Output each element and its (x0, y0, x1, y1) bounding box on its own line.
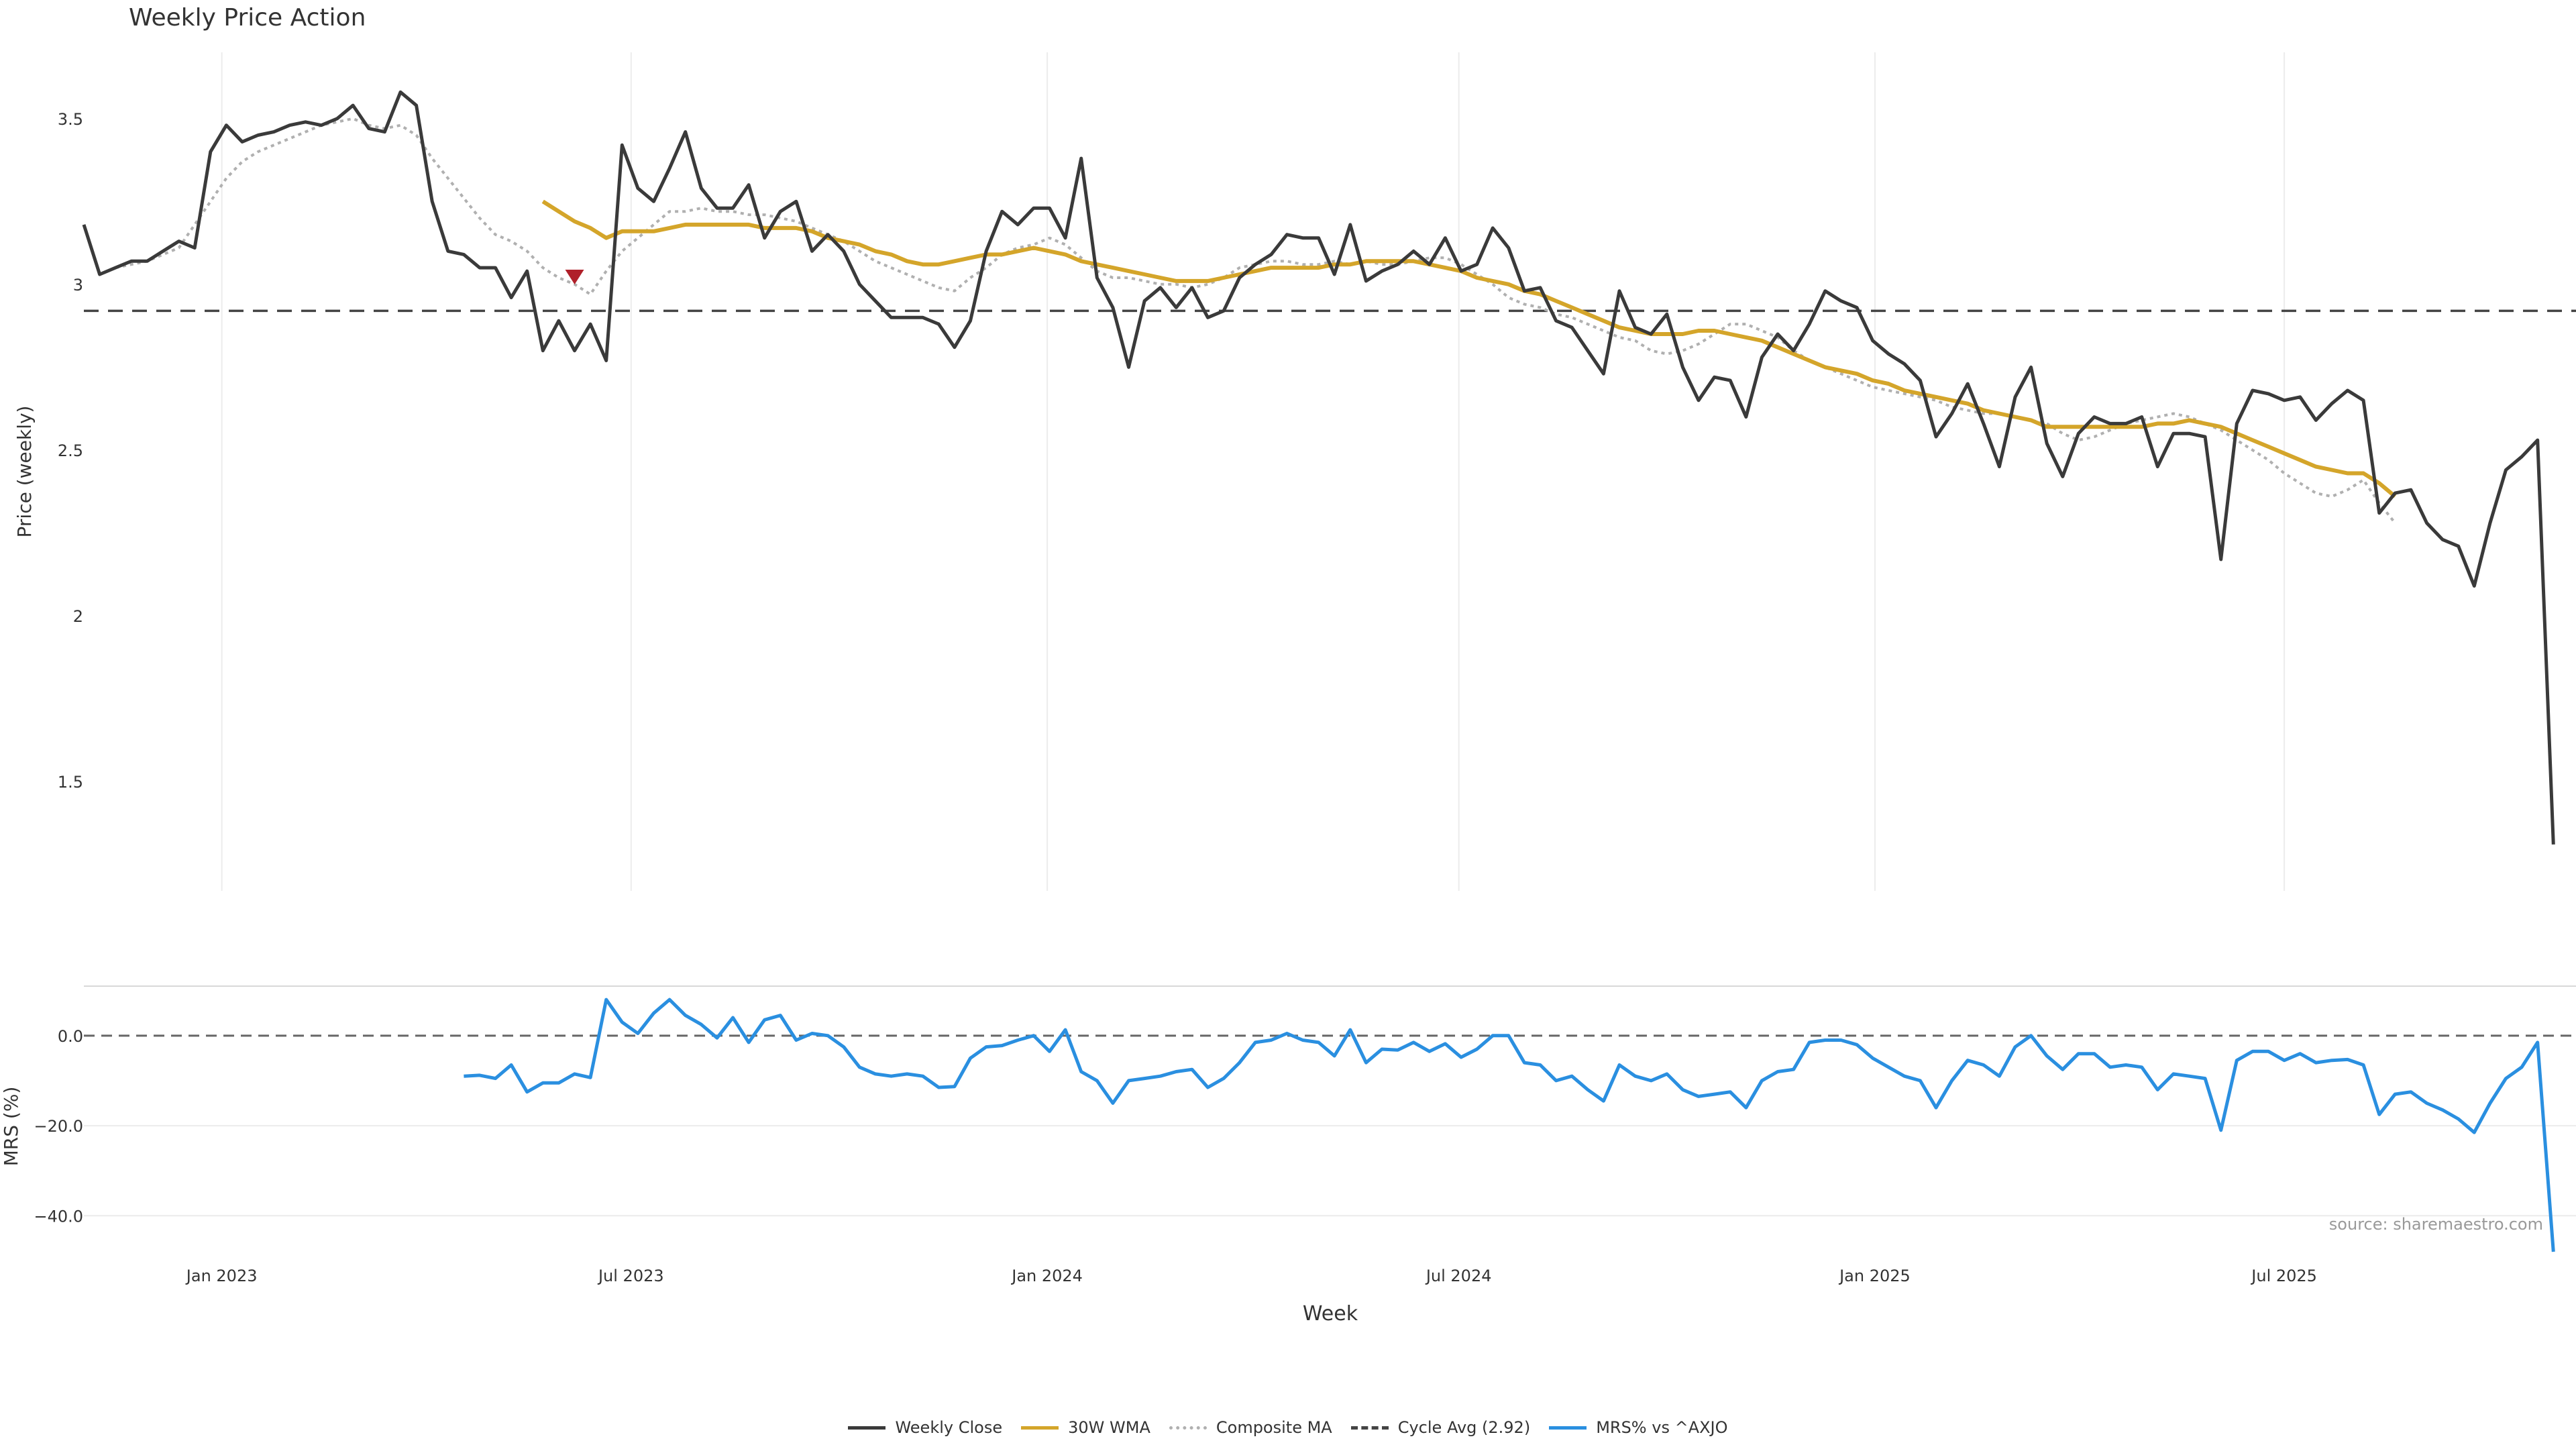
legend-swatch (1021, 1426, 1059, 1430)
legend-label: Weekly Close (895, 1418, 1002, 1437)
legend-label: Cycle Avg (2.92) (1398, 1418, 1530, 1437)
legend-label: MRS% vs ^AXJO (1596, 1418, 1727, 1437)
x-axis-label: Week (1303, 1302, 1358, 1326)
legend-swatch (1169, 1426, 1207, 1430)
price-y-tick-label: 3.5 (58, 110, 83, 129)
price-chart-title: Weekly Price Action (129, 4, 366, 32)
x-tick-label: Jan 2024 (1010, 1267, 1083, 1285)
price-y-tick-label: 3 (73, 276, 83, 294)
legend-label: Composite MA (1216, 1418, 1332, 1437)
x-tick-label: Jul 2025 (2250, 1267, 2317, 1285)
mrs-y-tick-label: −40.0 (34, 1207, 83, 1226)
x-tick-label: Jul 2024 (1425, 1267, 1492, 1285)
x-tick-label: Jan 2025 (1838, 1267, 1911, 1285)
legend-item: MRS% vs ^AXJO (1549, 1418, 1727, 1437)
legend-item: Weekly Close (848, 1418, 1002, 1437)
mrs-y-tick-label: 0.0 (58, 1027, 83, 1046)
legend-item: 30W WMA (1021, 1418, 1150, 1437)
price-y-tick-label: 2 (73, 607, 83, 626)
x-tick-label: Jul 2023 (597, 1267, 664, 1285)
legend-item: Cycle Avg (2.92) (1351, 1418, 1530, 1437)
legend-swatch (1351, 1426, 1389, 1430)
legend-item: Composite MA (1169, 1418, 1332, 1437)
legend-swatch (848, 1426, 885, 1430)
price-axis-label: Price (weekly) (13, 406, 36, 538)
mrs-y-tick-label: −20.0 (34, 1117, 83, 1136)
chart-legend: Weekly Close 30W WMA Composite MA Cycle Avg… (0, 1418, 2576, 1437)
legend-swatch (1549, 1426, 1587, 1430)
legend-label: 30W WMA (1068, 1418, 1150, 1437)
source-note: source: sharemaestro.com (2329, 1215, 2543, 1234)
x-tick-label: Jan 2023 (185, 1267, 258, 1285)
price-y-tick-label: 2.5 (58, 441, 83, 460)
mrs-axis-label: MRS (%) (0, 1087, 22, 1167)
price-y-tick-label: 1.5 (58, 773, 83, 792)
